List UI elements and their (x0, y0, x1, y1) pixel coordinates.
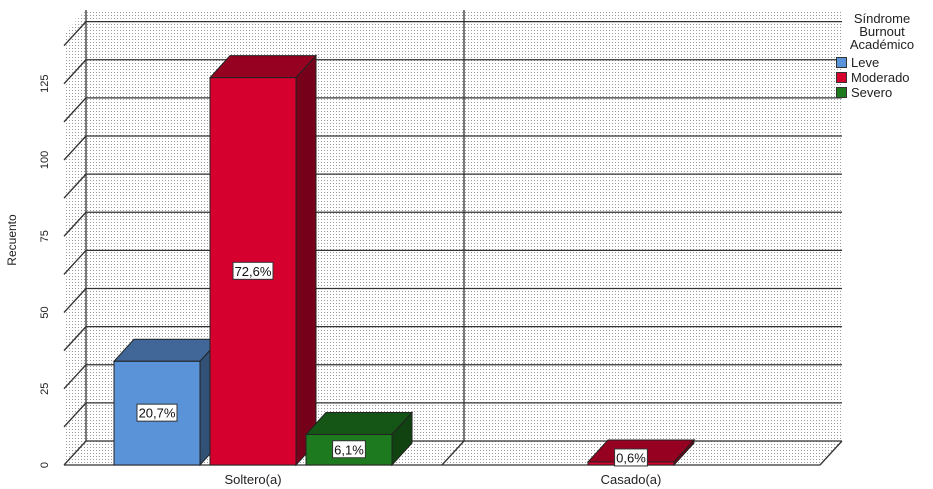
gridline-side (63, 59, 87, 85)
y-tick-label: 75 (39, 230, 51, 242)
gridline-side (63, 440, 87, 466)
x-tick-label: Soltero(a) (224, 472, 281, 487)
data-label-box (232, 261, 274, 280)
legend-swatch (836, 72, 847, 83)
data-label-box (614, 448, 648, 467)
legend-item: Leve (836, 55, 932, 70)
gridline-side (63, 364, 87, 390)
data-label: 72,6% (235, 264, 272, 279)
bar (112, 338, 222, 467)
data-label: 6,1% (334, 442, 364, 457)
data-label-box (136, 403, 178, 422)
gridline-side (63, 211, 87, 237)
bar-side (295, 54, 317, 467)
data-label: 20,7% (139, 406, 176, 421)
legend-label: Moderado (851, 70, 910, 85)
legend-item: Moderado (836, 70, 932, 85)
legend-label: Leve (851, 55, 880, 70)
legend-label: Severo (851, 85, 893, 100)
gridline-side (63, 135, 87, 161)
y-tick-label: 25 (39, 383, 51, 395)
data-label: 0,6% (616, 450, 646, 465)
side-wall (64, 10, 86, 465)
y-tick-label: 50 (39, 306, 51, 318)
legend-swatch (836, 57, 847, 68)
legend: Síndrome Burnout Académico Leve Moderado S… (836, 12, 932, 100)
data-label-box (332, 440, 366, 459)
floor-divider (441, 440, 465, 466)
y-tick-label: 100 (39, 151, 51, 169)
y-tick-label: 125 (39, 75, 51, 93)
gridline-side (63, 288, 87, 313)
floor-right-edge (819, 440, 843, 466)
gridline-side (63, 173, 87, 199)
gridline-side (63, 402, 87, 428)
y-tick-label: 0 (39, 462, 51, 468)
legend-item: Severo (836, 85, 932, 100)
gridline-side (63, 21, 87, 47)
gridline-side (63, 97, 87, 123)
gridline-side (63, 249, 87, 275)
y-axis-label: Recuento (5, 214, 19, 266)
x-tick-label: Casado(a) (601, 472, 662, 487)
legend-swatch (836, 87, 847, 98)
legend-title: Síndrome Burnout Académico (849, 11, 915, 52)
gridline-side (63, 326, 87, 352)
bar (208, 54, 318, 467)
